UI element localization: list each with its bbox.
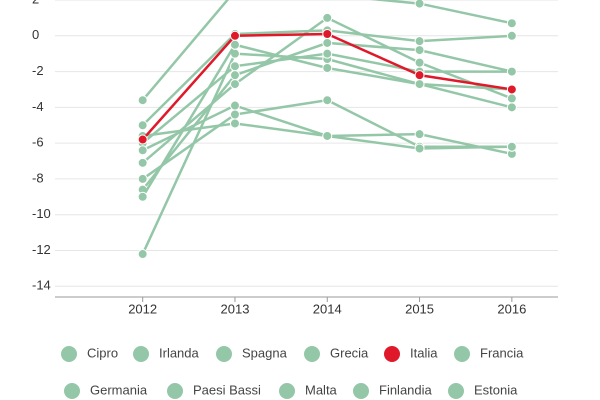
legend-label: Irlanda [159, 345, 200, 360]
legend-marker [304, 346, 320, 362]
legend-marker [61, 346, 77, 362]
legend-label: Paesi Bassi [193, 382, 261, 397]
point [506, 93, 517, 104]
x-tick-label: 2012 [128, 301, 157, 316]
legend-marker [454, 346, 470, 362]
point [322, 28, 333, 39]
legend-marker [133, 346, 149, 362]
point [322, 48, 333, 59]
point [506, 102, 517, 113]
y-tick-label: -14 [32, 278, 51, 293]
y-tick-label: 0 [32, 27, 39, 42]
y-tick-label: -10 [32, 206, 51, 221]
point [322, 95, 333, 106]
point [322, 62, 333, 73]
legend-label: Italia [410, 345, 438, 360]
point [506, 18, 517, 29]
point [137, 191, 148, 202]
legend-marker [353, 383, 369, 399]
legend-marker [384, 346, 400, 362]
legend-label: Malta [305, 382, 338, 397]
point [229, 109, 240, 120]
y-tick-label: -12 [32, 242, 51, 257]
x-tick-label: 2014 [313, 301, 342, 316]
point [322, 130, 333, 141]
legend-marker [167, 383, 183, 399]
point [414, 57, 425, 68]
legend-label: Spagna [242, 345, 288, 360]
point [414, 45, 425, 56]
series-line [141, 52, 513, 255]
point [506, 141, 517, 152]
point [229, 30, 240, 41]
point [414, 0, 425, 9]
labels: 2 0 -2 -4 -6 -8 -10 -12 -14 2012 2013 2014 2015 2016 C… [32, 0, 526, 399]
y-tick-label: -4 [32, 99, 44, 114]
point [414, 36, 425, 47]
x-tick-label: 2013 [221, 301, 250, 316]
point [322, 12, 333, 23]
point [506, 30, 517, 41]
series-line [141, 0, 513, 102]
point [229, 39, 240, 50]
point [506, 66, 517, 77]
legend-label: Cipro [87, 345, 118, 360]
legend-label: Francia [480, 345, 524, 360]
point [229, 61, 240, 72]
point [137, 173, 148, 184]
legend-marker [448, 383, 464, 399]
legend-label: Finlandia [379, 382, 433, 397]
x-tick-label: 2016 [497, 301, 526, 316]
point [137, 145, 148, 156]
point [506, 84, 517, 95]
point [137, 157, 148, 168]
point [137, 120, 148, 131]
legend-marker [279, 383, 295, 399]
point [229, 79, 240, 90]
legend-label: Germania [90, 382, 148, 397]
point [414, 143, 425, 154]
legend-label: Estonia [474, 382, 518, 397]
y-tick-label: 2 [32, 0, 39, 6]
legend-marker [64, 383, 80, 399]
point [229, 100, 240, 111]
point [322, 37, 333, 48]
point [137, 249, 148, 260]
point [414, 79, 425, 90]
x-tick-label: 2015 [405, 301, 434, 316]
y-tick-label: -2 [32, 63, 44, 78]
plot [137, 0, 517, 260]
point [229, 118, 240, 129]
grid [55, 0, 558, 302]
point [229, 70, 240, 81]
legend-label: Grecia [330, 345, 369, 360]
point [414, 129, 425, 140]
legend-marker [216, 346, 232, 362]
point [137, 134, 148, 145]
point [414, 70, 425, 81]
point [137, 95, 148, 106]
y-tick-label: -6 [32, 135, 44, 150]
y-tick-label: -8 [32, 170, 44, 185]
